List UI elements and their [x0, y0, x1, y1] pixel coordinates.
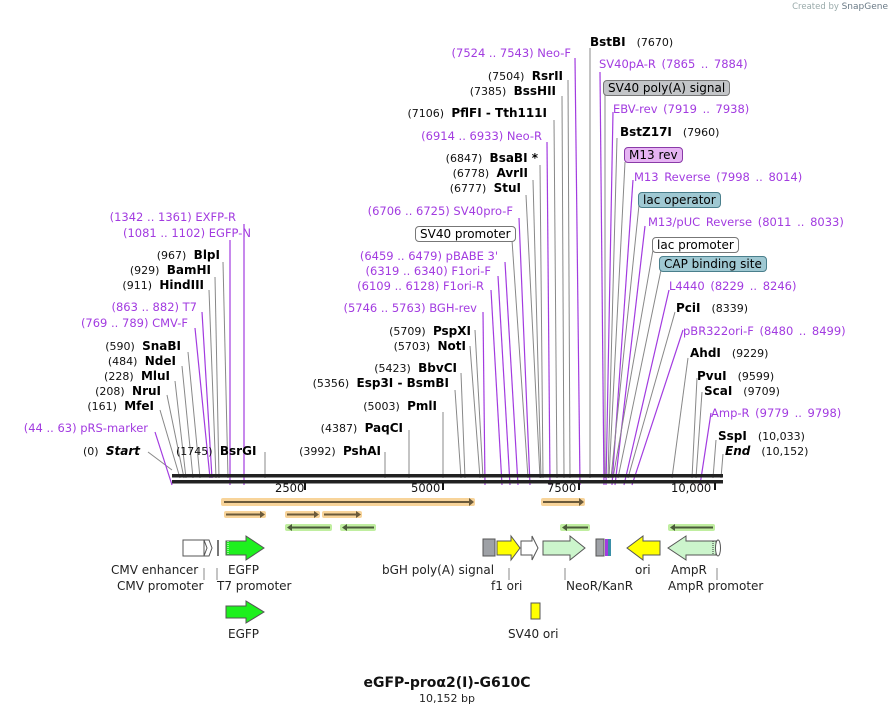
feature-label-lac-operator[interactable]: lac operator	[638, 192, 721, 208]
enzyme-label-stui[interactable]: (6777) StuI	[449, 181, 521, 195]
enzyme-label-avrii[interactable]: (6778) AvrII	[452, 166, 528, 180]
end-label: End (10,152)	[725, 444, 809, 458]
primer-label-t7[interactable]: (863 .. 882) T7	[111, 300, 198, 314]
primer-label-prs-marker[interactable]: (44 .. 63) pRS-marker	[23, 421, 148, 435]
enzyme-label-sspi[interactable]: SspI (10,033)	[718, 429, 805, 443]
enzyme-label-bsrgi[interactable]: (1745) BsrGI	[176, 444, 257, 458]
axis-tick-2500: 2500	[275, 481, 305, 495]
enzyme-label-scai[interactable]: ScaI (9709)	[704, 384, 780, 398]
enzyme-label-bstbi[interactable]: BstBI (7670)	[590, 35, 674, 49]
enzyme-label-esp3i-bsmbi[interactable]: (5356) Esp3I - BsmBI	[312, 376, 449, 390]
feature-egfp-2[interactable]: EGFP	[228, 627, 260, 641]
feature-neor-kanr[interactable]: NeoR/KanR	[566, 579, 634, 593]
enzyme-label-snabi[interactable]: (590) SnaBI	[105, 339, 181, 353]
feature-egfp[interactable]: EGFP	[228, 563, 260, 577]
feature-cmv-promoter[interactable]: CMV promoter	[117, 579, 204, 593]
enzyme-label-mfei[interactable]: (161) MfeI	[87, 399, 154, 413]
primer-label-neo-f[interactable]: (7524 .. 7543) Neo-F	[451, 46, 571, 60]
snapgene-credit: Created by SnapGene	[792, 2, 888, 12]
axis-tick-10000: 10,000	[671, 481, 712, 495]
primer-label-sv40pa-r[interactable]: SV40pA-R (7865 .. 7884)	[599, 57, 748, 71]
enzyme-label-hindiii[interactable]: (911) HindIII	[122, 278, 204, 292]
enzyme-label-bsabi[interactable]: (6847) BsaBI *	[445, 151, 538, 165]
enzyme-label-pmli[interactable]: (5003) PmlI	[363, 399, 437, 413]
primer-label-cmv-f[interactable]: (769 .. 789) CMV-F	[80, 316, 188, 330]
enzyme-label-mlui[interactable]: (228) MluI	[104, 369, 170, 383]
enzyme-label-pspxi[interactable]: (5709) PspXI	[389, 324, 471, 338]
enzyme-label-paqci[interactable]: (4387) PaqCI	[320, 421, 403, 435]
enzyme-label-pvui[interactable]: PvuI (9599)	[697, 369, 775, 383]
enzyme-label-pflfi-tth111i[interactable]: (7106) PflFI - Tth111I	[407, 106, 547, 120]
feature-ampr-promoter[interactable]: AmpR promoter	[668, 579, 764, 593]
primer-label-m13-reverse[interactable]: M13 Reverse (7998 .. 8014)	[634, 170, 803, 184]
enzyme-label-ndei[interactable]: (484) NdeI	[107, 354, 176, 368]
axis-tick-5000: 5000	[411, 481, 441, 495]
primer-label-l4440[interactable]: L4440 (8229 .. 8246)	[669, 279, 797, 293]
enzyme-label-bamhi[interactable]: (929) BamHI	[129, 263, 211, 277]
primer-label-bgh-rev[interactable]: (5746 .. 5763) BGH-rev	[343, 301, 477, 315]
plasmid-name: eGFP-proα2(I)-G610C	[363, 675, 531, 691]
enzyme-label-pshai[interactable]: (3992) PshAI	[299, 444, 381, 458]
axis-tick-7500: 7500	[547, 481, 577, 495]
enzyme-label-rsrii[interactable]: (7504) RsrII	[487, 69, 563, 83]
primer-label-egfp-n[interactable]: (1081 .. 1102) EGFP-N	[122, 226, 251, 240]
feature-bgh-polya-signal[interactable]: bGH poly(A) signal	[382, 563, 495, 577]
feature-ori[interactable]: ori	[635, 563, 651, 577]
plasmid-length: 10,152 bp	[419, 692, 475, 705]
feature-f1-ori[interactable]: f1 ori	[491, 579, 523, 593]
enzyme-label-ahdi[interactable]: AhdI (9229)	[690, 346, 769, 360]
primer-label-pbabe3[interactable]: (6459 .. 6479) pBABE 3'	[359, 249, 498, 263]
enzyme-label-noti[interactable]: (5703) NotI	[393, 339, 466, 353]
feature-label-sv40-polya-signal[interactable]: SV40 poly(A) signal	[603, 80, 731, 96]
primer-label-m13-puc-reverse[interactable]: M13/pUC Reverse (8011 .. 8033)	[648, 215, 844, 229]
feature-sv40-ori[interactable]: SV40 ori	[508, 627, 559, 641]
primer-label-f1ori-f[interactable]: (6319 .. 6340) F1ori-F	[365, 264, 491, 278]
primer-label-f1ori-r[interactable]: (6109 .. 6128) F1ori-R	[357, 279, 484, 293]
feature-label-lac-promoter[interactable]: lac promoter	[652, 237, 739, 253]
feature-label-sv40-promoter[interactable]: SV40 promoter	[415, 226, 516, 242]
primer-label-sv40pro-f[interactable]: (6706 .. 6725) SV40pro-F	[367, 204, 513, 218]
primer-label-neo-r[interactable]: (6914 .. 6933) Neo-R	[421, 129, 542, 143]
enzyme-label-blpi[interactable]: (967) BlpI	[156, 248, 220, 262]
feature-label-cap-binding-site[interactable]: CAP binding site	[659, 256, 767, 272]
primer-label-amp-r[interactable]: Amp-R (9779 .. 9798)	[711, 406, 842, 420]
start-label: (0) Start	[82, 444, 140, 458]
enzyme-label-pcii[interactable]: PciI (8339)	[676, 301, 749, 315]
enzyme-label-nrui[interactable]: (208) NruI	[95, 384, 161, 398]
enzyme-label-bstz17i[interactable]: BstZ17I (7960)	[620, 125, 720, 139]
enzyme-label-bbvci[interactable]: (5423) BbvCI	[374, 361, 457, 375]
feature-cmv-enhancer[interactable]: CMV enhancer	[111, 563, 199, 577]
primer-label-ebv-rev[interactable]: EBV-rev (7919 .. 7938)	[613, 102, 750, 116]
primer-label-exfp-r[interactable]: (1342 .. 1361) EXFP-R	[109, 210, 236, 224]
feature-ampr[interactable]: AmpR	[671, 563, 707, 577]
enzyme-label-bsshii[interactable]: (7385) BssHII	[469, 84, 556, 98]
primer-label-pbr322ori-f[interactable]: pBR322ori-F (8480 .. 8499)	[683, 324, 846, 338]
feature-t7-promoter[interactable]: T7 promoter	[217, 579, 292, 593]
feature-label-m13-rev[interactable]: M13 rev	[624, 147, 683, 163]
